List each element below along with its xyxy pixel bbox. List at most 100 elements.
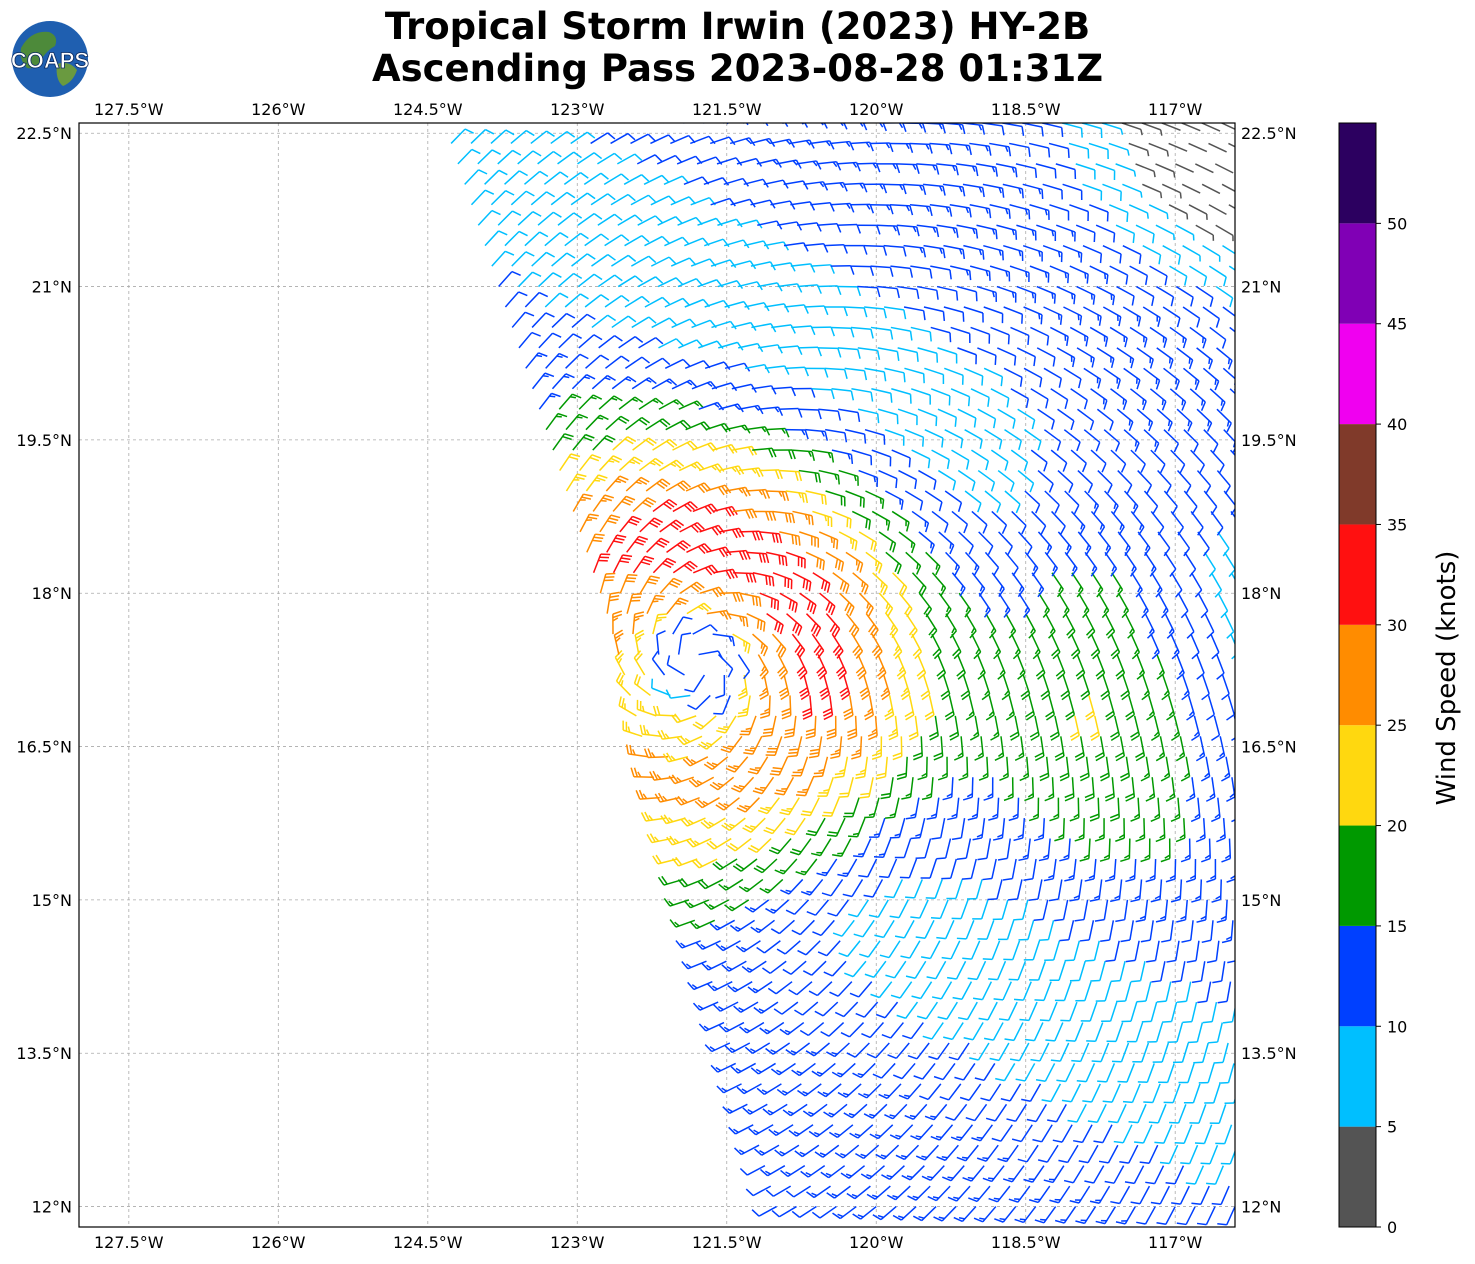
wind-barb bbox=[585, 414, 609, 431]
barb-feather bbox=[838, 1234, 846, 1239]
barb-feather bbox=[845, 1173, 852, 1177]
wind-barb bbox=[812, 510, 833, 528]
wind-barb bbox=[884, 1103, 908, 1120]
barb-feather bbox=[868, 812, 875, 816]
barb-feather bbox=[1026, 1118, 1037, 1123]
barb-feather bbox=[715, 694, 725, 699]
barb-feather bbox=[925, 714, 935, 721]
barb-feather bbox=[961, 877, 972, 880]
wind-barb bbox=[1222, 1005, 1235, 1024]
barb-feather bbox=[956, 669, 965, 677]
wind-barb bbox=[677, 632, 692, 655]
barb-staff bbox=[819, 1205, 837, 1219]
barb-staff bbox=[624, 356, 643, 369]
barb-feather bbox=[739, 1167, 748, 1176]
barb-feather bbox=[872, 629, 879, 638]
wind-barb bbox=[1130, 797, 1141, 822]
barb-feather bbox=[744, 642, 748, 652]
barb-feather bbox=[1124, 547, 1131, 557]
barb-feather bbox=[620, 680, 624, 687]
barb-feather bbox=[614, 629, 623, 636]
wind-barb bbox=[1080, 1001, 1098, 1022]
wind-barb bbox=[922, 1022, 944, 1040]
barb-feather bbox=[800, 813, 811, 817]
barb-feather bbox=[904, 605, 911, 615]
wind-barb bbox=[721, 960, 747, 972]
barb-feather bbox=[733, 1147, 742, 1156]
wind-barb bbox=[797, 940, 821, 956]
barb-feather bbox=[814, 472, 818, 483]
barb-staff bbox=[1161, 1042, 1170, 1063]
barb-staff bbox=[844, 367, 865, 372]
wind-barb bbox=[614, 649, 626, 676]
wind-barb bbox=[1204, 613, 1215, 639]
wind-barb bbox=[927, 1185, 951, 1202]
wind-barb bbox=[1209, 388, 1226, 412]
wind-barb bbox=[1017, 1144, 1039, 1163]
wind-barb bbox=[1166, 695, 1176, 721]
wind-barb bbox=[1099, 838, 1111, 862]
wind-barb bbox=[980, 1083, 1002, 1102]
wind-barb bbox=[1054, 1206, 1077, 1224]
wind-barb bbox=[618, 696, 637, 717]
barb-staff bbox=[984, 490, 1001, 505]
wind-barb bbox=[814, 1001, 839, 1017]
barb-feather bbox=[1170, 816, 1180, 823]
barb-feather bbox=[792, 622, 798, 632]
barb-feather bbox=[892, 755, 903, 761]
barb-feather bbox=[994, 755, 1004, 761]
wind-barb bbox=[844, 367, 868, 381]
barb-feather bbox=[1154, 813, 1160, 819]
barb-feather bbox=[900, 955, 910, 959]
barb-feather bbox=[744, 748, 755, 752]
barb-feather bbox=[778, 533, 783, 544]
barb-staff bbox=[856, 899, 869, 918]
barb-feather bbox=[771, 576, 775, 587]
barb-feather bbox=[764, 707, 770, 713]
barb-feather bbox=[759, 1027, 768, 1035]
wind-barb bbox=[942, 777, 954, 801]
barb-feather bbox=[992, 813, 999, 818]
wind-barb bbox=[713, 1001, 739, 1012]
barb-feather bbox=[1241, 400, 1242, 406]
barb-feather bbox=[889, 541, 894, 551]
barb-feather bbox=[1141, 693, 1150, 701]
wind-barb bbox=[732, 508, 758, 519]
barb-feather bbox=[1197, 527, 1204, 536]
wind-barb bbox=[972, 899, 989, 920]
barb-feather bbox=[1010, 734, 1020, 741]
barb-staff bbox=[1004, 429, 1022, 442]
wind-barb bbox=[1219, 1063, 1235, 1084]
wind-barb bbox=[894, 838, 912, 859]
wind-barb bbox=[745, 1185, 772, 1197]
wind-barb bbox=[878, 1083, 902, 1100]
wind-barb bbox=[1201, 674, 1210, 701]
wind-barb bbox=[884, 428, 905, 446]
barb-staff bbox=[1043, 367, 1062, 380]
wind-barb bbox=[1177, 592, 1189, 619]
barb-staff bbox=[1023, 367, 1042, 379]
gridlines bbox=[79, 123, 1235, 1227]
barb-feather bbox=[1193, 731, 1200, 737]
barb-feather bbox=[663, 502, 672, 510]
barb-feather bbox=[871, 752, 882, 757]
barb-staff bbox=[1154, 940, 1160, 961]
barb-feather bbox=[1195, 755, 1205, 762]
barb-feather bbox=[1063, 1179, 1074, 1184]
barb-feather bbox=[794, 624, 800, 634]
wind-barb bbox=[792, 510, 814, 526]
barb-feather bbox=[1064, 959, 1075, 962]
wind-barb bbox=[1091, 572, 1104, 598]
barb-feather bbox=[578, 413, 589, 419]
barb-staff bbox=[1190, 449, 1205, 466]
wind-barb bbox=[1170, 572, 1183, 598]
barb-feather bbox=[795, 794, 806, 797]
barb-feather bbox=[1214, 589, 1223, 598]
barb-feather bbox=[756, 619, 760, 629]
barb-feather bbox=[1210, 874, 1216, 880]
barb-feather bbox=[1186, 713, 1195, 721]
barb-feather bbox=[1074, 918, 1085, 922]
wind-barb bbox=[788, 981, 813, 996]
wind-barb bbox=[612, 436, 637, 451]
barb-feather bbox=[649, 771, 655, 781]
